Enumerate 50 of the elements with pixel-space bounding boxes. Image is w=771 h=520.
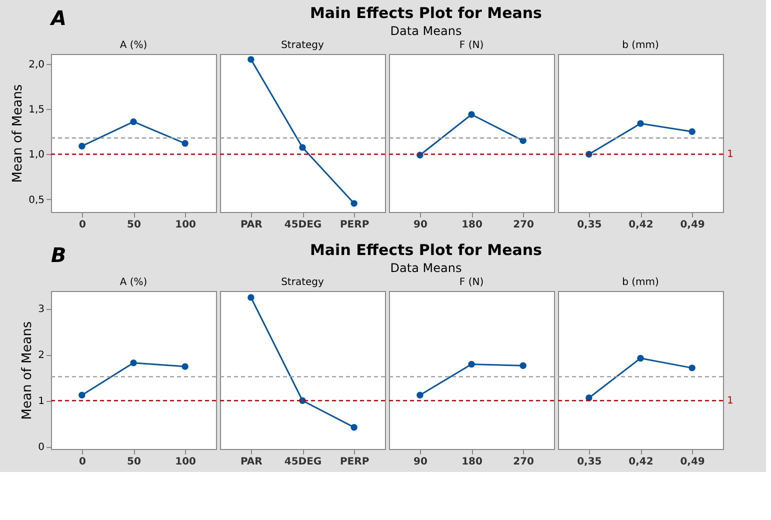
x-tick-label: 0,42	[628, 456, 654, 468]
text: Main Effects Plot for Means	[310, 241, 542, 259]
chart-title: A (%)	[120, 277, 148, 288]
x-tick-label: PERP	[340, 456, 370, 468]
y-tick-label: 2	[38, 350, 44, 362]
x-tick-label: 0,35	[577, 220, 602, 230]
y-tick-label: 3	[38, 304, 44, 316]
y-axis-title: Mean of Means	[10, 84, 26, 183]
y-tick-label: 0	[38, 442, 44, 454]
chart-title: A (%)	[120, 40, 148, 51]
x-tick-label: 90	[413, 220, 428, 230]
text: Data Means	[390, 261, 462, 275]
y-axis-title: Mean of Means	[20, 321, 36, 420]
y-tick-label: 1,0	[28, 150, 44, 161]
x-tick-label: PAR	[240, 220, 263, 230]
x-tick-label: 90	[413, 456, 428, 468]
x-tick-label: 0,49	[680, 220, 705, 230]
ref-line-label: 1	[727, 149, 734, 160]
chart-title: F (N)	[459, 40, 484, 51]
text: B	[51, 243, 66, 267]
x-tick-label: PERP	[340, 220, 370, 230]
x-tick-label: 100	[175, 456, 196, 468]
chart-title: Strategy	[281, 277, 324, 288]
x-tick-label: 100	[175, 220, 196, 230]
x-tick-label: 50	[127, 456, 141, 468]
x-tick-label: 0,42	[628, 220, 654, 230]
x-tick-label: 0,49	[680, 456, 705, 468]
x-tick-label: PAR	[240, 456, 263, 468]
text: Main Effects Plot for Means	[310, 4, 542, 22]
x-tick-label: 0,35	[577, 456, 602, 468]
y-tick-label: 0,5	[28, 194, 44, 206]
y-tick-label: 1,5	[28, 104, 44, 116]
x-tick-label: 0	[78, 456, 86, 468]
y-tick-label: 1	[38, 396, 44, 408]
x-tick-label: 45DEG	[284, 220, 322, 230]
chart-title: Strategy	[281, 40, 324, 51]
x-tick-label: 45DEG	[284, 456, 322, 468]
x-tick-label: 180	[462, 456, 482, 468]
chart-title: b (mm)	[622, 277, 660, 288]
chart-title: b (mm)	[622, 40, 660, 51]
x-tick-label: 270	[513, 456, 534, 468]
y-tick-label: 2,0	[28, 59, 44, 70]
x-tick-label: 50	[127, 220, 141, 230]
x-tick-label: 180	[462, 220, 482, 230]
chart-title: F (N)	[459, 277, 484, 288]
x-tick-label: 270	[513, 220, 534, 230]
text: A	[49, 6, 66, 30]
text: Data Means	[390, 24, 462, 38]
ref-line-label: 1	[727, 396, 734, 407]
x-tick-label: 0	[78, 220, 86, 230]
